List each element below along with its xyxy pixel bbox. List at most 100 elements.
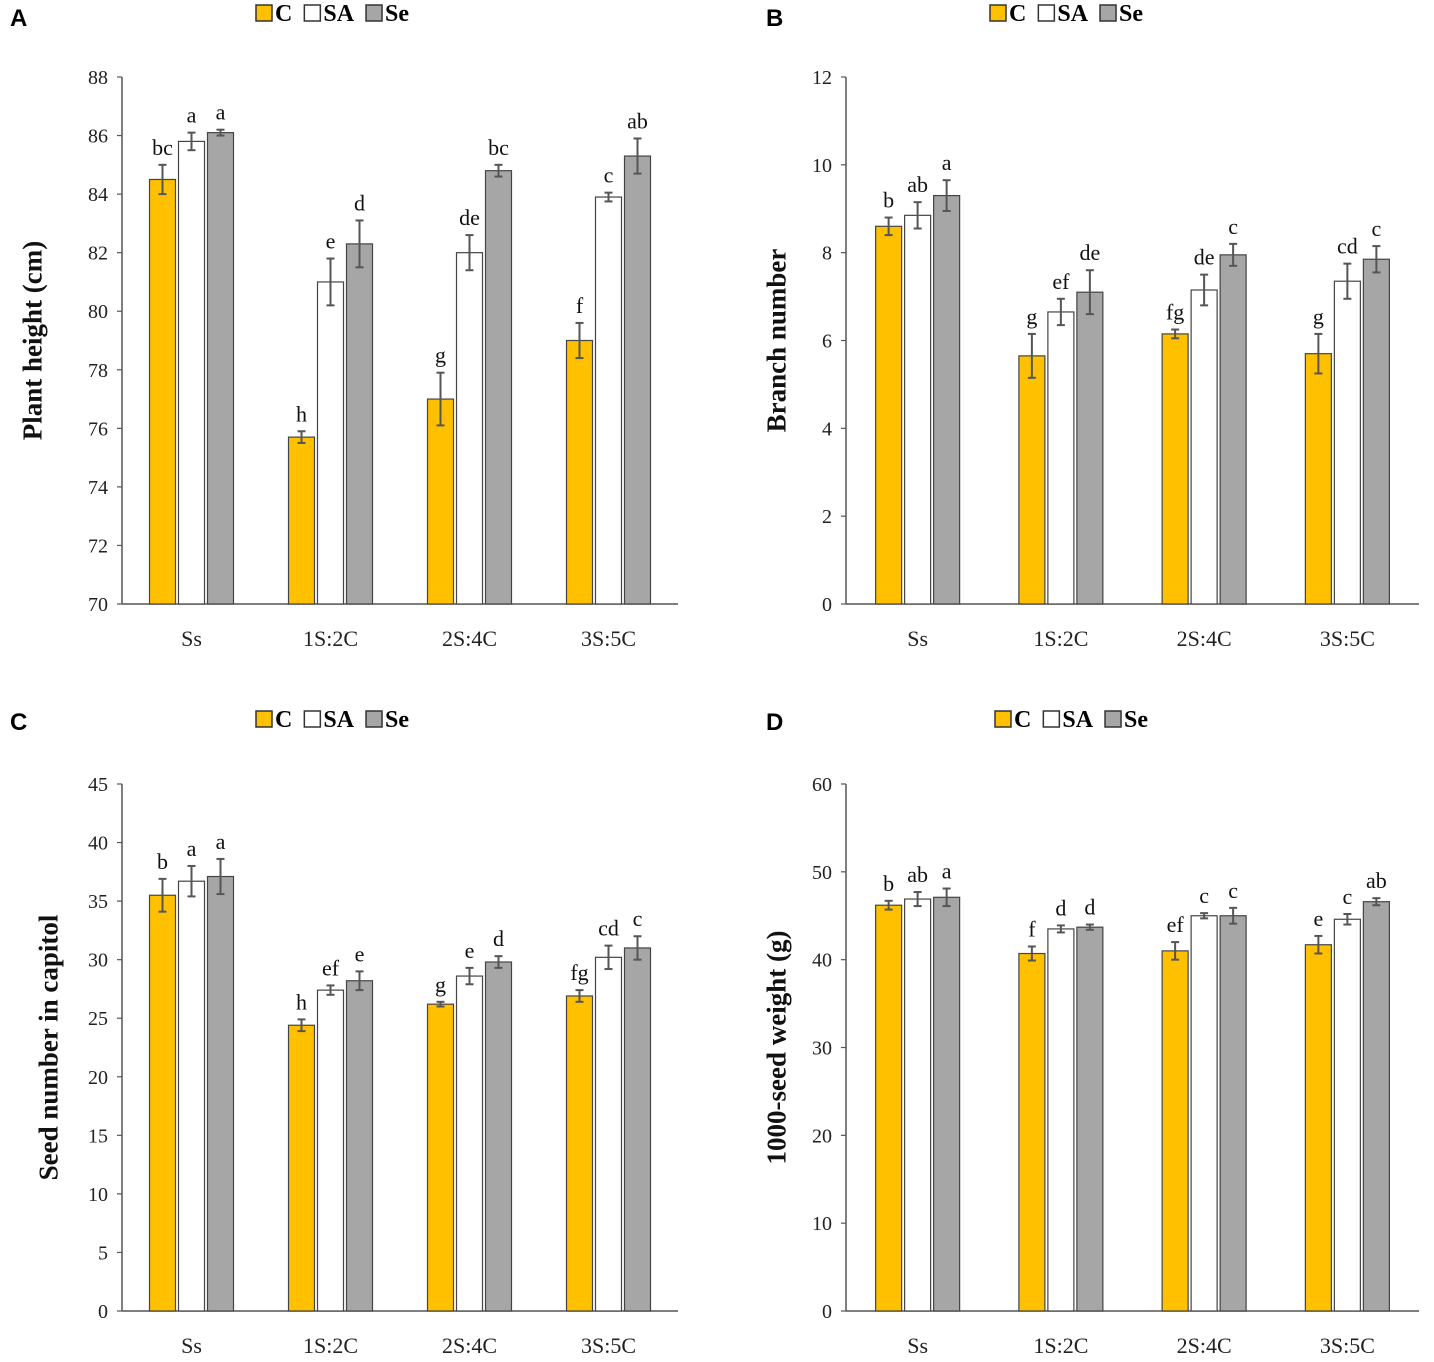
y-tick-label: 8 (822, 243, 832, 265)
y-tick-label: 35 (88, 891, 108, 913)
bar-sa-2s-4c (1190, 289, 1218, 605)
panel-letter: D (766, 709, 783, 736)
significance-letter: d (493, 926, 504, 951)
x-category-label: 1S:2C (303, 1333, 358, 1358)
significance-letter: c (1228, 878, 1238, 903)
legend-swatch-se (1104, 710, 1122, 728)
y-tick-label: 88 (88, 67, 108, 89)
significance-letter: h (296, 401, 307, 426)
bar-sa-3s-5c (1333, 280, 1361, 605)
bar-c-ss (148, 894, 177, 1312)
bar-c-ss (875, 225, 903, 605)
significance-letter: e (326, 229, 336, 254)
bar-sa-1s-2c (1047, 928, 1075, 1312)
legend-label-sa: SA (323, 707, 354, 733)
y-axis-label: 1000-seed weight (g) (761, 931, 791, 1165)
x-category-label: 2S:4C (442, 1333, 497, 1358)
y-tick-label: 10 (812, 155, 832, 177)
bar-c-3s-5c (565, 339, 594, 605)
bar-c-1s-2c (287, 436, 316, 605)
bar-c-2s-4c (1161, 950, 1189, 1312)
y-tick-label: 60 (812, 774, 832, 796)
significance-letter: de (1079, 240, 1100, 265)
x-category-label: 3S:5C (1320, 1333, 1375, 1358)
bar-se-2s-4c (1219, 915, 1247, 1312)
panel-c: C C SA Se 0 5 10 15 20 25 30 35 40 45 Seed number in c… (10, 707, 678, 1358)
significance-letter: b (157, 849, 168, 874)
y-tick-label: 6 (822, 331, 832, 353)
y-tick-label: 15 (88, 1125, 108, 1147)
significance-letter: b (883, 871, 894, 896)
x-category-label: 2S:4C (1177, 626, 1232, 651)
panel-a: A C SA Se 70 72 74 76 78 80 82 84 86 88 Plant height (… (10, 1, 678, 651)
bar-se-ss (206, 875, 235, 1312)
legend-label-se: Se (1124, 707, 1148, 733)
significance-letter: f (1028, 916, 1036, 941)
significance-letter: ef (1052, 269, 1070, 294)
y-tick-label: 86 (88, 126, 108, 148)
bar-se-ss (933, 896, 961, 1312)
bar-sa-2s-4c (455, 252, 484, 605)
x-category-label: 1S:2C (1033, 626, 1088, 651)
bar-sa-2s-4c (1190, 915, 1218, 1312)
significance-letter: g (1313, 304, 1324, 329)
y-tick-label: 78 (88, 360, 108, 382)
legend-label-c: C (1014, 707, 1031, 733)
legend-swatch-sa (303, 4, 322, 22)
significance-letter: ef (1167, 912, 1185, 937)
bar-sa-1s-2c (316, 281, 345, 605)
bar-se-ss (206, 132, 235, 605)
legend-swatch-sa (303, 710, 322, 728)
legend-label-se: Se (385, 1, 409, 27)
legend-swatch-c (989, 4, 1007, 22)
y-tick-label: 10 (812, 1213, 832, 1235)
y-tick-label: 25 (88, 1008, 108, 1030)
y-tick-label: 20 (88, 1067, 108, 1089)
legend-label-se: Se (385, 707, 409, 733)
bar-c-3s-5c (1304, 353, 1332, 605)
y-tick-label: 74 (88, 477, 108, 499)
x-category-label: Ss (181, 626, 202, 651)
y-tick-label: 2 (822, 506, 832, 528)
significance-letter: a (942, 150, 952, 175)
significance-letter: h (296, 989, 307, 1014)
x-category-label: 2S:4C (1177, 1333, 1232, 1358)
bar-se-2s-4c (484, 961, 513, 1312)
significance-letter: fg (1166, 300, 1184, 325)
panel-letter: B (766, 5, 783, 32)
y-tick-label: 50 (812, 862, 832, 884)
y-tick-label: 45 (88, 774, 108, 796)
panel-letter: C (10, 709, 27, 736)
legend-swatch-c (255, 710, 273, 728)
y-axis-label: Plant height (cm) (17, 241, 47, 440)
y-tick-label: 76 (88, 418, 108, 440)
bar-se-1s-2c (1076, 926, 1104, 1312)
significance-letter: c (1342, 884, 1352, 909)
bar-sa-ss (177, 140, 206, 605)
legend: C SA Se (994, 707, 1148, 733)
y-tick-label: 5 (98, 1242, 108, 1264)
bar-sa-2s-4c (455, 975, 484, 1312)
y-tick-label: 12 (812, 67, 832, 89)
legend-swatch-c (255, 4, 273, 22)
significance-letter: e (465, 938, 475, 963)
bar-c-2s-4c (426, 1003, 455, 1312)
significance-letter: g (435, 343, 446, 368)
significance-letter: bc (488, 135, 509, 160)
x-category-label: 3S:5C (581, 626, 636, 651)
legend-swatch-sa (1042, 710, 1061, 728)
legend-label-se: Se (1119, 1, 1143, 27)
x-category-label: Ss (907, 1333, 928, 1358)
bar-se-1s-2c (345, 243, 374, 605)
bar-se-1s-2c (345, 980, 374, 1312)
legend-swatch-se (365, 4, 383, 22)
y-axis-label: Seed number in capitol (33, 914, 63, 1180)
x-category-label: 1S:2C (303, 626, 358, 651)
significance-letter: d (1084, 895, 1095, 920)
significance-letter: e (1313, 906, 1323, 931)
significance-letter: ab (627, 108, 648, 133)
significance-letter: cd (598, 916, 619, 941)
legend-label-c: C (1009, 1, 1026, 27)
